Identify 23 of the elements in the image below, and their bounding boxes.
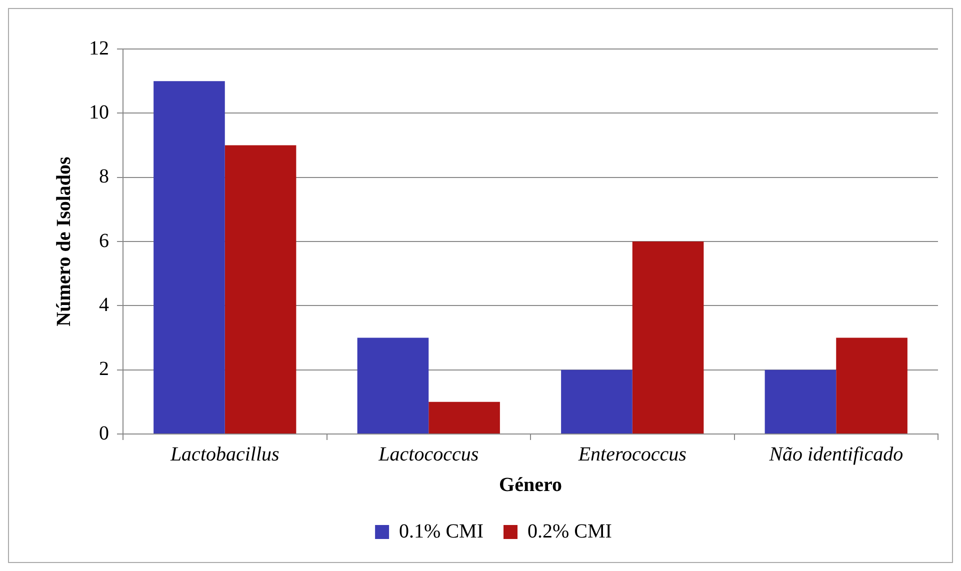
- x-tick-label: Lactobacillus: [169, 443, 280, 466]
- bar: [561, 370, 632, 434]
- bar: [224, 145, 296, 434]
- y-axis-title: Número de Isolados: [53, 156, 76, 326]
- y-tick-label: 4: [99, 294, 109, 316]
- y-tick-label: 8: [99, 166, 109, 188]
- bar: [836, 338, 908, 434]
- x-axis-title: Género: [499, 474, 562, 496]
- bar: [154, 81, 225, 434]
- bar: [764, 370, 836, 434]
- bar: [428, 402, 500, 434]
- x-tick-label: Não identificado: [768, 443, 904, 466]
- y-tick-label: 2: [99, 358, 109, 380]
- legend-label: 0.1% CMI: [399, 520, 484, 542]
- y-tick-label: 10: [89, 101, 109, 124]
- bar: [357, 338, 429, 434]
- y-tick-label: 0: [99, 422, 109, 444]
- x-tick-label: Lactococcus: [378, 443, 479, 466]
- bar: [632, 242, 704, 434]
- y-tick-label: 12: [89, 37, 109, 60]
- y-tick-label: 6: [99, 230, 109, 252]
- x-tick-label: Enterococcus: [577, 443, 687, 466]
- legend-label: 0.2% CMI: [528, 520, 612, 542]
